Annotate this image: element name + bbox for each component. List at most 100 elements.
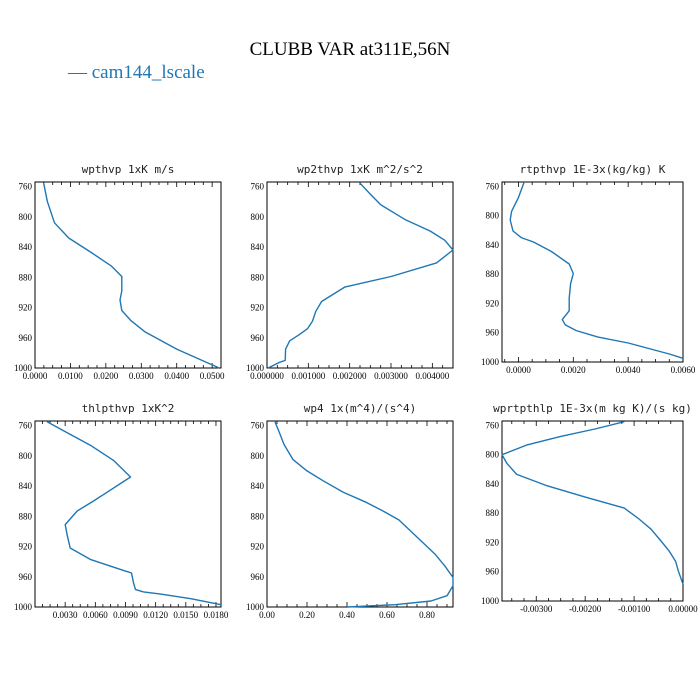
x-tick-label: 0.0150 <box>173 610 198 620</box>
y-tick-label: 760 <box>19 182 33 192</box>
y-tick-label: 1000 <box>481 357 500 367</box>
y-tick-label: 920 <box>19 303 33 313</box>
subplot-5: wp4 1x(m^4)/(s^4)76080084088092096010000… <box>246 402 454 620</box>
y-tick-label: 840 <box>19 242 33 252</box>
subplot-title: wprtpthlp 1E-3x(m kg K)/(s kg) <box>493 402 692 415</box>
y-tick-label: 1000 <box>481 596 500 606</box>
x-tick-label: -0.00200 <box>569 604 602 614</box>
subplot-2: wp2thvp 1xK m^2/s^2 760 800 840 880 920 960 100… <box>246 163 454 381</box>
y-tick-label: 920 <box>486 298 500 308</box>
legend: — cam144_lscale <box>67 62 205 83</box>
series-line <box>46 421 222 606</box>
y-tick-label: 1000 <box>246 363 265 373</box>
y-tick-label: 800 <box>251 451 265 461</box>
y-tick-label: 960 <box>19 572 33 582</box>
x-tick-label: 0.0200 <box>93 371 118 381</box>
plot-frame <box>501 420 684 602</box>
x-tick-label: 0.001000 <box>291 371 325 381</box>
y-tick-label: 1000 <box>14 363 33 373</box>
plot-frame <box>34 181 222 369</box>
series-line <box>267 182 454 369</box>
x-tick-label: 0.0030 <box>53 610 78 620</box>
y-tick-label: 920 <box>251 303 265 313</box>
x-tick-label: 0.003000 <box>374 371 408 381</box>
series-line <box>274 421 454 608</box>
y-tick-label: 800 <box>486 211 500 221</box>
subplot-title: rtpthvp 1E-3x(kg/kg) K <box>520 163 666 176</box>
x-tick-label: 0.0000 <box>23 371 48 381</box>
y-tick-label: 840 <box>19 481 33 491</box>
x-tick-label: 0.00 <box>259 610 275 620</box>
subplot-title: thlpthvp 1xK^2 <box>82 402 175 415</box>
x-tick-label: 0.004000 <box>415 371 449 381</box>
x-tick-label: 0.0090 <box>113 610 138 620</box>
y-tick-label: 760 <box>251 182 265 192</box>
y-tick-label: 800 <box>19 451 33 461</box>
x-tick-label: -0.00300 <box>520 604 553 614</box>
subplot-grid: wpthvp 1xK m/s76080084088092096010000.00… <box>14 163 698 620</box>
x-tick-label: -0.00100 <box>618 604 651 614</box>
x-tick-label: 0.000000 <box>250 371 284 381</box>
x-tick-label: 0.40 <box>339 610 355 620</box>
x-tick-label: 0.0020 <box>561 365 586 375</box>
y-tick-label: 1000 <box>246 602 265 612</box>
x-tick-label: 0.0500 <box>200 371 225 381</box>
series-line <box>509 182 684 359</box>
y-tick-label: 880 <box>486 269 500 279</box>
y-tick-label: 960 <box>486 328 500 338</box>
subplot-1: wpthvp 1xK m/s 760 800 840 880 920 960 10000.00… <box>14 163 225 381</box>
subplot-3: rtpthvp 1E-3x(kg/kg) K 760 800 840 880 920 960… <box>481 163 696 375</box>
y-tick-label: 760 <box>19 421 33 431</box>
figure-title: CLUBB VAR at311E,56N <box>250 39 451 60</box>
y-tick-label: 880 <box>251 511 265 521</box>
plot-frame <box>266 420 454 608</box>
y-tick-label: 920 <box>251 542 265 552</box>
plot-frame <box>501 181 684 363</box>
y-tick-label: 840 <box>486 479 500 489</box>
y-tick-label: 800 <box>251 212 265 222</box>
x-tick-label: 0.80 <box>419 610 435 620</box>
y-tick-label: 880 <box>19 511 33 521</box>
series-line <box>501 421 684 585</box>
y-tick-label: 800 <box>486 450 500 460</box>
y-tick-label: 920 <box>486 537 500 547</box>
y-tick-label: 800 <box>19 212 33 222</box>
x-tick-label: 0.0060 <box>83 610 108 620</box>
subplot-4: thlpthvp 1xK^2 760 800 840 880 920 960 1000 0.00… <box>14 402 229 620</box>
y-tick-label: 880 <box>19 272 33 282</box>
y-tick-label: 960 <box>251 572 265 582</box>
x-tick-label: 0.0040 <box>616 365 641 375</box>
y-tick-label: 840 <box>486 240 500 250</box>
y-tick-label: 920 <box>19 542 33 552</box>
y-tick-label: 880 <box>486 508 500 518</box>
plot-frame <box>34 420 222 608</box>
x-tick-label: 0.00000 <box>668 604 698 614</box>
subplot-title: wpthvp 1xK m/s <box>82 163 175 176</box>
subplot-title: wp2thvp 1xK m^2/s^2 <box>297 163 423 176</box>
y-tick-label: 960 <box>486 567 500 577</box>
y-tick-label: 960 <box>19 333 33 343</box>
y-tick-label: 760 <box>486 181 500 191</box>
plot-frame <box>266 181 454 369</box>
x-tick-label: 0.60 <box>379 610 395 620</box>
x-tick-label: 0.0100 <box>58 371 83 381</box>
x-tick-label: 0.0000 <box>506 365 531 375</box>
subplot-title: wp4 1x(m^4)/(s^4) <box>304 402 417 415</box>
x-tick-label: 0.0300 <box>129 371 154 381</box>
y-tick-label: 840 <box>251 242 265 252</box>
y-tick-label: 840 <box>251 481 265 491</box>
y-tick-label: 760 <box>486 420 500 430</box>
y-tick-label: 880 <box>251 272 265 282</box>
x-tick-label: 0.0400 <box>164 371 189 381</box>
legend-entry-label: — cam144_lscale <box>67 62 205 83</box>
y-tick-label: 1000 <box>14 602 33 612</box>
y-tick-label: 960 <box>251 333 265 343</box>
x-tick-label: 0.0060 <box>671 365 696 375</box>
x-tick-label: 0.0180 <box>204 610 229 620</box>
subplot-6: wprtpthlp 1E-3x(m kg K)/(s kg) 760 800 840 8… <box>481 402 698 614</box>
y-tick-label: 760 <box>251 421 265 431</box>
series-line <box>43 184 220 369</box>
x-tick-label: 0.002000 <box>333 371 367 381</box>
x-tick-label: 0.0120 <box>143 610 168 620</box>
